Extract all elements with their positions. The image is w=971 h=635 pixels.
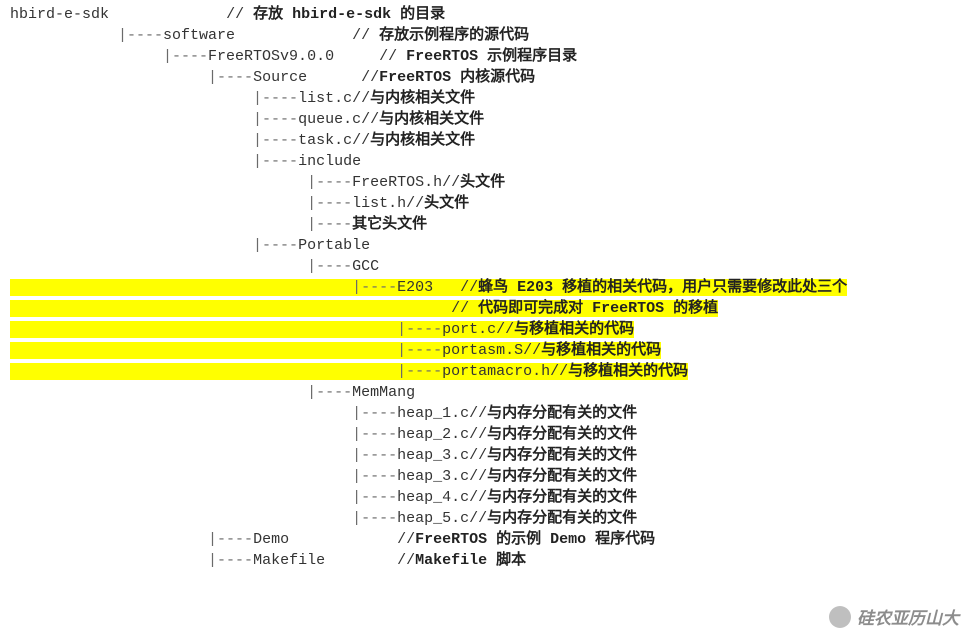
tree-line: |----portasm.S//与移植相关的代码 — [10, 342, 661, 359]
tree-line: |----port.c//与移植相关的代码 — [10, 321, 634, 338]
tree-line: hbird-e-sdk // 存放 hbird-e-sdk 的目录 — [10, 6, 445, 23]
tree-line: |----portamacro.h//与移植相关的代码 — [10, 363, 688, 380]
tree-line: |----heap_3.c//与内存分配有关的文件 — [10, 447, 637, 464]
tree-line: |----list.h//头文件 — [10, 195, 469, 212]
tree-line: |----heap_4.c//与内存分配有关的文件 — [10, 489, 637, 506]
tree-line: |----其它头文件 — [10, 216, 427, 233]
tree-line: |----queue.c//与内核相关文件 — [10, 111, 484, 128]
tree-line: |----heap_5.c//与内存分配有关的文件 — [10, 510, 637, 527]
tree-line: |----heap_2.c//与内存分配有关的文件 — [10, 426, 637, 443]
tree-line: |----Demo //FreeRTOS 的示例 Demo 程序代码 — [10, 531, 655, 548]
directory-tree: hbird-e-sdk // 存放 hbird-e-sdk 的目录 |----s… — [0, 0, 971, 581]
tree-line: |----Portable — [10, 237, 370, 254]
tree-line: |----FreeRTOSv9.0.0 // FreeRTOS 示例程序目录 — [10, 48, 577, 65]
tree-line: |----software // 存放示例程序的源代码 — [10, 27, 529, 44]
wechat-icon — [829, 606, 851, 628]
tree-line: |----list.c//与内核相关文件 — [10, 90, 475, 107]
tree-line: |----FreeRTOS.h//头文件 — [10, 174, 505, 191]
watermark-text: 硅农亚历山大 — [857, 604, 959, 629]
tree-line: |----heap_3.c//与内存分配有关的文件 — [10, 468, 637, 485]
tree-line: |----Source //FreeRTOS 内核源代码 — [10, 69, 535, 86]
tree-line: |----task.c//与内核相关文件 — [10, 132, 475, 149]
tree-line: |----heap_1.c//与内存分配有关的文件 — [10, 405, 637, 422]
tree-line: |----include — [10, 153, 361, 170]
tree-line: |----GCC — [10, 258, 379, 275]
tree-line: |----MemMang — [10, 384, 415, 401]
tree-line: // 代码即可完成对 FreeRTOS 的移植 — [10, 300, 718, 317]
tree-line: |----E203 //蜂鸟 E203 移植的相关代码，用户只需要修改此处三个 — [10, 279, 847, 296]
watermark: 硅农亚历山大 — [829, 604, 959, 629]
tree-line: |----Makefile //Makefile 脚本 — [10, 552, 526, 569]
